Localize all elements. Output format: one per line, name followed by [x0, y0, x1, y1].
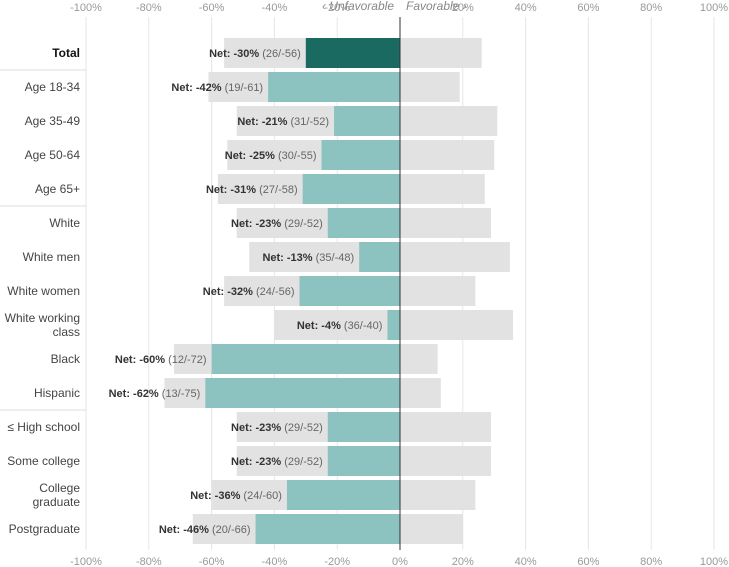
favorable-bar — [400, 106, 498, 136]
favorable-bar — [400, 72, 460, 102]
tick-label-bottom: -100% — [70, 556, 102, 567]
category-label: Black — [51, 352, 81, 366]
favorable-bar — [400, 378, 441, 408]
favorable-direction-label: Favorable › — [406, 0, 467, 13]
net-bar — [299, 276, 400, 306]
net-label: Net: -23% (29/-52) — [231, 422, 323, 434]
net-label: Net: -60% (12/-72) — [115, 354, 207, 366]
net-bar — [302, 174, 400, 204]
category-label: College graduate — [33, 481, 81, 509]
net-label: Net: -36% (24/-60) — [190, 490, 282, 502]
tick-label-top: 60% — [577, 2, 599, 14]
favorable-bar — [400, 276, 476, 306]
net-bar — [205, 378, 400, 408]
favorable-bar — [400, 208, 492, 238]
tick-label-bottom: 60% — [577, 556, 599, 567]
favorable-bar — [400, 174, 485, 204]
tick-label-top: -80% — [136, 2, 162, 14]
tick-label-bottom: -80% — [136, 556, 162, 567]
category-label: Some college — [7, 454, 80, 468]
category-label: Age 65+ — [35, 182, 80, 196]
net-label: Net: -31% (27/-58) — [206, 184, 298, 196]
favorable-bar — [400, 344, 438, 374]
favorable-bar — [400, 38, 482, 68]
favorable-bar — [400, 514, 463, 544]
net-label: Net: -23% (29/-52) — [231, 218, 323, 230]
tick-label-bottom: 40% — [515, 556, 537, 567]
category-label: Postgraduate — [9, 522, 81, 536]
net-label: Net: -25% (30/-55) — [225, 150, 317, 162]
net-bar — [211, 344, 400, 374]
tick-label-bottom: 20% — [452, 556, 474, 567]
tick-label-top: -60% — [199, 2, 225, 14]
tick-label-top: -100% — [70, 2, 102, 14]
category-label: White men — [23, 250, 80, 264]
tick-label-top: 80% — [640, 2, 662, 14]
net-label: Net: -32% (24/-56) — [203, 286, 295, 298]
tick-label-top: 100% — [700, 2, 728, 14]
net-bar — [268, 72, 400, 102]
tick-label-bottom: 80% — [640, 556, 662, 567]
category-label: Total — [52, 46, 80, 60]
net-label: Net: -62% (13/-75) — [109, 388, 201, 400]
category-label: ≤ High school — [7, 420, 80, 434]
category-label: Age 50-64 — [25, 148, 81, 162]
net-bar — [327, 208, 400, 238]
net-bar — [286, 480, 400, 510]
favorable-bar — [400, 310, 514, 340]
net-bar — [334, 106, 400, 136]
favorable-bar — [400, 242, 510, 272]
net-label: Net: -23% (29/-52) — [231, 456, 323, 468]
tick-label-bottom: -60% — [199, 556, 225, 567]
tick-label-bottom: -40% — [262, 556, 288, 567]
category-label: Age 18-34 — [25, 80, 81, 94]
favorable-bar — [400, 412, 492, 442]
tick-label-bottom: 0% — [392, 556, 408, 567]
category-label: Hispanic — [34, 386, 80, 400]
tick-label-top: 20% — [452, 2, 474, 14]
net-bar — [305, 38, 400, 68]
tick-label-top: -40% — [262, 2, 288, 14]
net-label: Net: -4% (36/-40) — [297, 320, 383, 332]
net-label: Net: -46% (20/-66) — [159, 524, 251, 536]
net-bar — [387, 310, 400, 340]
net-bar — [327, 412, 400, 442]
unfavorable-direction-label: ‹ Unfavorable — [322, 0, 394, 13]
net-bar — [255, 514, 400, 544]
tick-label-bottom: 100% — [700, 556, 728, 567]
favorable-bar — [400, 140, 495, 170]
category-label: White working class — [5, 311, 80, 339]
net-label: Net: -13% (35/-48) — [262, 252, 354, 264]
net-bar — [359, 242, 400, 272]
net-label: Net: -30% (26/-56) — [209, 48, 301, 60]
net-label: Net: -42% (19/-61) — [171, 82, 263, 94]
net-bar — [327, 446, 400, 476]
total-unfavorable-bar — [274, 310, 400, 340]
tick-label-bottom: -20% — [324, 556, 350, 567]
tick-label-top: -20% — [324, 2, 350, 14]
category-label: White — [49, 216, 80, 230]
net-bar — [321, 140, 400, 170]
tick-label-top: 40% — [515, 2, 537, 14]
category-label: Age 35-49 — [25, 114, 81, 128]
net-label: Net: -21% (31/-52) — [237, 116, 329, 128]
category-label: White women — [7, 284, 80, 298]
favorable-bar — [400, 480, 476, 510]
favorable-bar — [400, 446, 492, 476]
